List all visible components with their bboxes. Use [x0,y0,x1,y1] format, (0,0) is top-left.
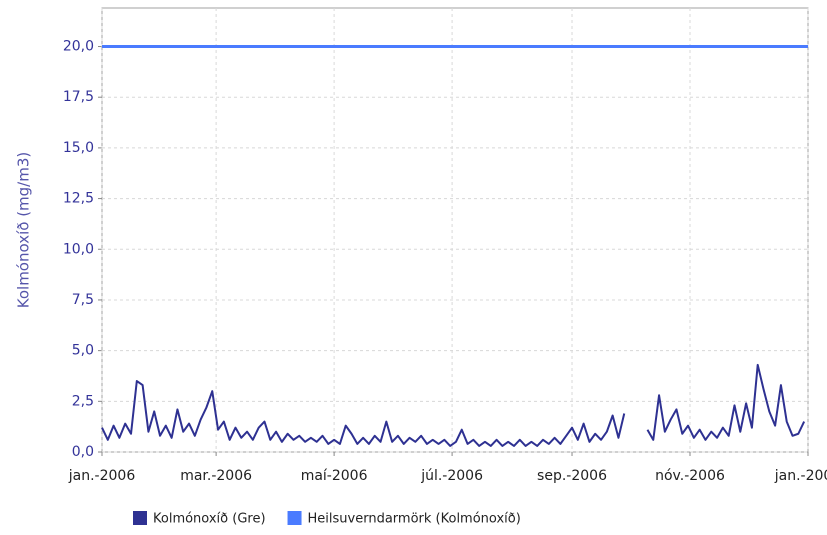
legend-label: Kolmónoxíð (Gre) [153,512,266,527]
y-tick-label: 2,5 [72,393,94,409]
y-tick-label: 0,0 [72,444,94,460]
x-tick-label: júl.-2006 [420,468,483,484]
series-line [101,380,626,447]
legend-swatch [287,511,302,525]
x-tick-label: jan.-2006 [68,468,136,484]
y-tick-label: 12,5 [63,191,94,207]
x-tick-label: maí-2006 [301,468,368,484]
y-tick-label: 7,5 [72,292,94,308]
x-tick-label: mar.-2006 [180,468,252,484]
x-tick-label: nóv.-2006 [655,468,725,484]
y-axis-title: Kolmónoxíð (mg/m3) [15,152,33,308]
x-tick-label: jan.-2007 [774,468,827,484]
x-tick-label: sep.-2006 [537,468,607,484]
y-tick-label: 15,0 [63,140,94,156]
y-tick-label: 5,0 [72,343,94,359]
y-tick-label: 17,5 [63,89,94,105]
legend-label: Heilsuverndarmörk (Kolmónoxíð) [308,512,521,527]
y-tick-label: 20,0 [63,39,94,55]
legend-swatch [133,511,147,525]
plot-area [101,7,809,453]
y-tick-label: 10,0 [63,241,94,257]
series-line [646,363,806,441]
